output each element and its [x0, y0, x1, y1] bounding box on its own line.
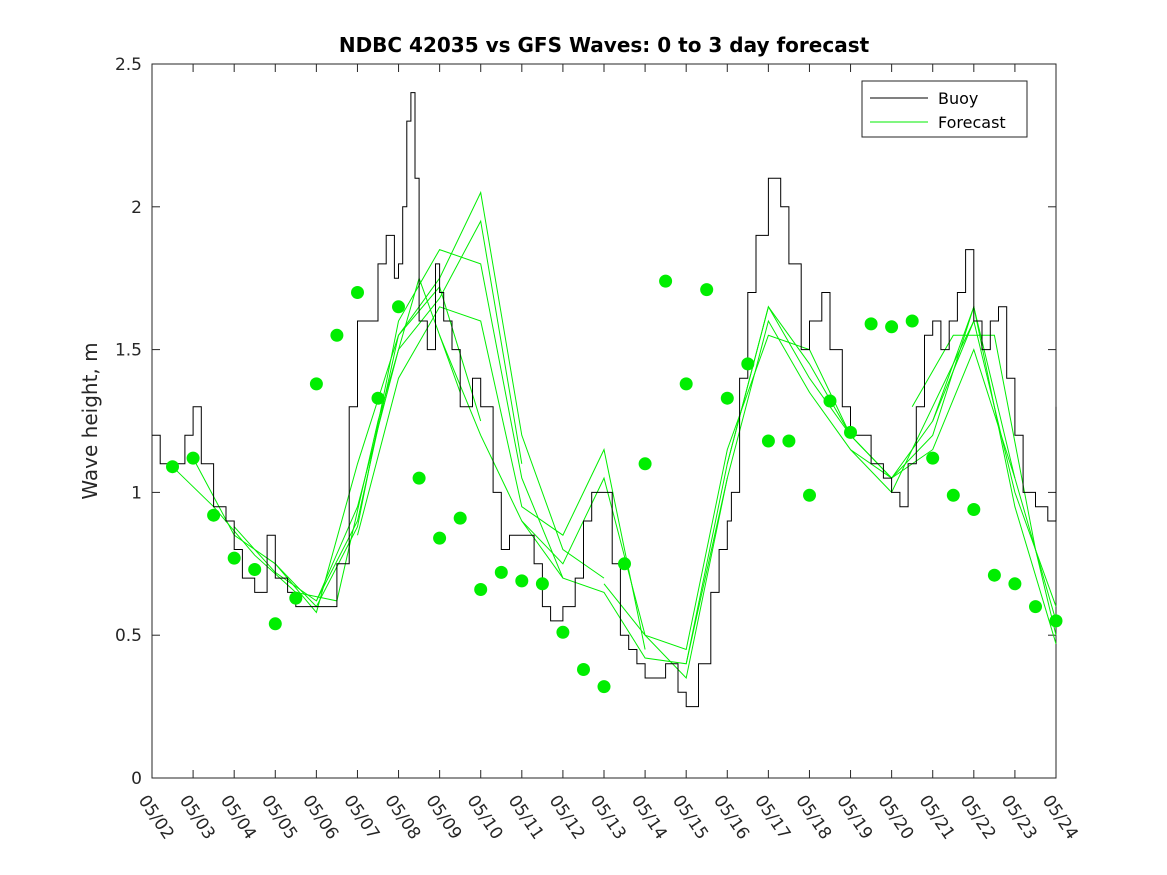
legend-buoy-label: Buoy: [938, 89, 978, 108]
forecast-run-line: [685, 319, 975, 664]
y-axis-label: Wave height, m: [78, 342, 102, 499]
forecast-point: [597, 680, 611, 694]
forecast-point: [1029, 600, 1042, 614]
y-tick-label: 1: [131, 483, 142, 503]
forecast-point: [864, 317, 878, 331]
forecast-point: [885, 320, 899, 334]
forecast-point: [289, 591, 303, 605]
forecast-point: [1049, 614, 1063, 628]
forecast-point: [207, 508, 221, 522]
y-tick-label: 0.5: [115, 626, 142, 646]
forecast-point: [392, 300, 405, 314]
buoy-line: [152, 92, 1057, 708]
forecast-point: [248, 563, 262, 576]
forecast-point: [803, 488, 816, 502]
forecast-point: [351, 286, 364, 299]
forecast-point: [905, 314, 919, 328]
legend-box: [861, 80, 1028, 138]
forecast-point: [946, 488, 960, 502]
forecast-point: [618, 557, 631, 571]
forecast-run-line: [932, 304, 1057, 644]
forecast-point: [433, 531, 447, 545]
forecast-run-line: [911, 334, 1057, 636]
forecast-point: [494, 565, 508, 579]
chart-title: NDBC 42035 vs GFS Waves: 0 to 3 day fore…: [339, 33, 870, 57]
forecast-point: [268, 617, 282, 631]
forecast-run-line: [192, 285, 482, 614]
forecast-point: [227, 551, 241, 565]
forecast-points: [166, 274, 1063, 694]
forecast-point: [330, 328, 344, 342]
forecast-point: [967, 503, 981, 516]
forecast-point: [186, 451, 200, 465]
forecast-point: [844, 425, 857, 439]
forecast-point: [741, 357, 755, 371]
forecast-run-line: [172, 276, 461, 602]
forecast-run-line: [357, 306, 646, 650]
forecast-point: [577, 663, 590, 676]
forecast-point: [720, 391, 734, 405]
legend: Buoy Forecast: [861, 80, 1028, 138]
forecast-point: [453, 511, 467, 525]
forecast-run-line: [603, 334, 892, 651]
forecast-point: [1008, 577, 1022, 591]
forecast-point: [309, 377, 323, 391]
forecast-point: [535, 577, 549, 591]
forecast-point: [638, 457, 652, 471]
forecast-point: [412, 471, 426, 485]
y-tick-label: 2.5: [115, 55, 142, 75]
forecast-point: [926, 451, 940, 465]
forecast-point: [761, 434, 775, 448]
y-tick-label: 0: [131, 769, 142, 789]
forecast-point: [474, 583, 488, 596]
y-tick-label: 1.5: [115, 341, 142, 361]
forecast-point: [987, 568, 1001, 582]
y-tick-label: 2: [131, 198, 142, 218]
buoy-series: [152, 92, 1057, 708]
forecast-point: [371, 391, 385, 405]
forecast-point: [556, 625, 570, 639]
forecast-point: [823, 394, 837, 408]
forecast-point: [782, 434, 796, 448]
forecast-point: [679, 377, 693, 391]
legend-forecast-label: Forecast: [938, 113, 1006, 132]
forecast-point: [700, 283, 714, 297]
forecast-point: [659, 274, 673, 288]
y-axis: 0 0.5 1 1.5 2 2.5: [115, 55, 1056, 789]
plot-area: [151, 63, 1057, 779]
forecast-point: [515, 574, 529, 588]
forecast-point: [166, 460, 179, 474]
